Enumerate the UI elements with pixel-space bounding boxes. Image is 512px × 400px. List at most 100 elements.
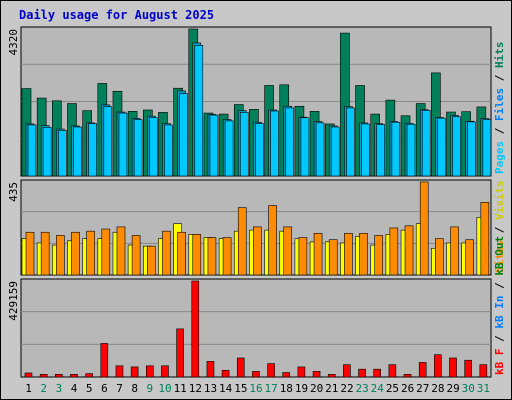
- x-tick-label: 28: [431, 382, 444, 395]
- legend-entry: /: [493, 276, 506, 296]
- legend-entry: Visits: [493, 180, 506, 220]
- y-max-label: 4320: [7, 29, 20, 56]
- legend-middle: Sites / Visits: [493, 180, 506, 273]
- bar-sites: [374, 235, 384, 276]
- bar-kb-f: [55, 374, 63, 378]
- bar-sites: [40, 231, 50, 276]
- bar-sites: [328, 239, 338, 276]
- bar-sites: [313, 233, 323, 276]
- x-tick-label: 4: [71, 382, 78, 395]
- bar-kb-f: [191, 280, 200, 378]
- x-tick-label: 17: [265, 382, 278, 395]
- bar-sites: [116, 226, 126, 276]
- legend-entry: Sites: [493, 240, 506, 273]
- bar-pages: [391, 121, 401, 177]
- x-tick-label: 18: [280, 382, 293, 395]
- x-tick-label: 30: [462, 382, 475, 395]
- bar-pages: [103, 106, 113, 177]
- bar-pages: [88, 123, 97, 177]
- bar-pages: [330, 126, 340, 177]
- bar-pages: [285, 107, 295, 177]
- bar-kb-f: [343, 364, 351, 378]
- bar-pages: [346, 107, 355, 177]
- bar-pages: [406, 123, 416, 177]
- bar-kb-f: [221, 369, 230, 378]
- x-tick-label: 26: [401, 382, 414, 395]
- bar-sites: [56, 235, 65, 276]
- bar-sites: [207, 237, 217, 276]
- bar-kb-f: [434, 354, 442, 378]
- x-tick-label: 5: [86, 382, 93, 395]
- bar-kb-f: [479, 364, 488, 378]
- x-tick-label: 14: [219, 382, 233, 395]
- bar-pages: [58, 130, 67, 177]
- x-tick-label: 31: [477, 382, 490, 395]
- x-tick-label: 1: [25, 382, 32, 395]
- legend-entry: kB F: [493, 349, 506, 376]
- bar-kb-f: [70, 374, 78, 378]
- bar-pages: [239, 112, 249, 177]
- bar-pages: [164, 124, 173, 177]
- legend-entry: /: [493, 329, 506, 349]
- bar-pages: [452, 116, 461, 177]
- x-tick-label: 13: [204, 382, 217, 395]
- bar-sites: [359, 233, 368, 276]
- bar-kb-f: [449, 357, 457, 378]
- bar-pages: [315, 122, 325, 177]
- bar-kb-f: [206, 361, 215, 378]
- bar-sites: [25, 231, 35, 276]
- bar-kb-f: [236, 357, 245, 378]
- legend-entry: Hits: [493, 42, 506, 69]
- bar-sites: [268, 205, 277, 276]
- bar-kb-f: [24, 372, 33, 378]
- bar-pages: [376, 124, 386, 177]
- x-tick-label: 20: [310, 382, 323, 395]
- bar-sites: [177, 231, 186, 276]
- bar-pages: [179, 93, 188, 177]
- bar-kb-f: [39, 374, 48, 378]
- bar-sites: [222, 237, 232, 276]
- x-tick-label: 19: [295, 382, 308, 395]
- bar-sites: [101, 228, 111, 276]
- bar-sites: [465, 239, 474, 276]
- bar-sites: [480, 202, 490, 276]
- bar-sites: [131, 235, 141, 276]
- bar-sites: [404, 225, 414, 276]
- bar-sites: [419, 181, 429, 276]
- x-tick-label: 7: [116, 382, 123, 395]
- x-tick-label: 25: [386, 382, 399, 395]
- bar-pages: [42, 127, 52, 177]
- bar-pages: [421, 110, 431, 177]
- bar-kb-f: [388, 364, 397, 378]
- bar-sites: [298, 237, 308, 276]
- x-tick-label: 10: [158, 382, 171, 395]
- bar-sites: [344, 233, 353, 276]
- bar-kb-f: [418, 362, 427, 378]
- bar-kb-f: [252, 371, 260, 378]
- bar-pages: [255, 123, 264, 177]
- bar-kb-f: [115, 365, 124, 378]
- bar-pages: [133, 119, 143, 177]
- x-tick-label: 22: [340, 382, 353, 395]
- bar-kb-f: [130, 366, 139, 378]
- bar-pages: [437, 117, 446, 177]
- bar-pages: [27, 124, 37, 177]
- panel-kbytes: 429159: [7, 278, 492, 378]
- x-tick-label: 8: [131, 382, 138, 395]
- bar-pages: [118, 112, 128, 177]
- panel-sites-visits: 435: [7, 179, 492, 276]
- x-tick-label: 9: [147, 382, 154, 395]
- bar-kb-f: [145, 365, 154, 378]
- bar-sites: [389, 227, 399, 276]
- bar-sites: [237, 207, 247, 276]
- bar-kb-f: [358, 368, 366, 378]
- legend-entry: /: [493, 121, 506, 141]
- bar-kb-f: [267, 363, 275, 378]
- x-tick-label: 2: [40, 382, 47, 395]
- x-tick-label: 15: [234, 382, 247, 395]
- x-tick-label: 6: [101, 382, 108, 395]
- bar-kb-f: [161, 365, 169, 378]
- bar-sites: [435, 238, 444, 276]
- bar-kb-f: [176, 328, 184, 378]
- bar-pages: [73, 126, 82, 177]
